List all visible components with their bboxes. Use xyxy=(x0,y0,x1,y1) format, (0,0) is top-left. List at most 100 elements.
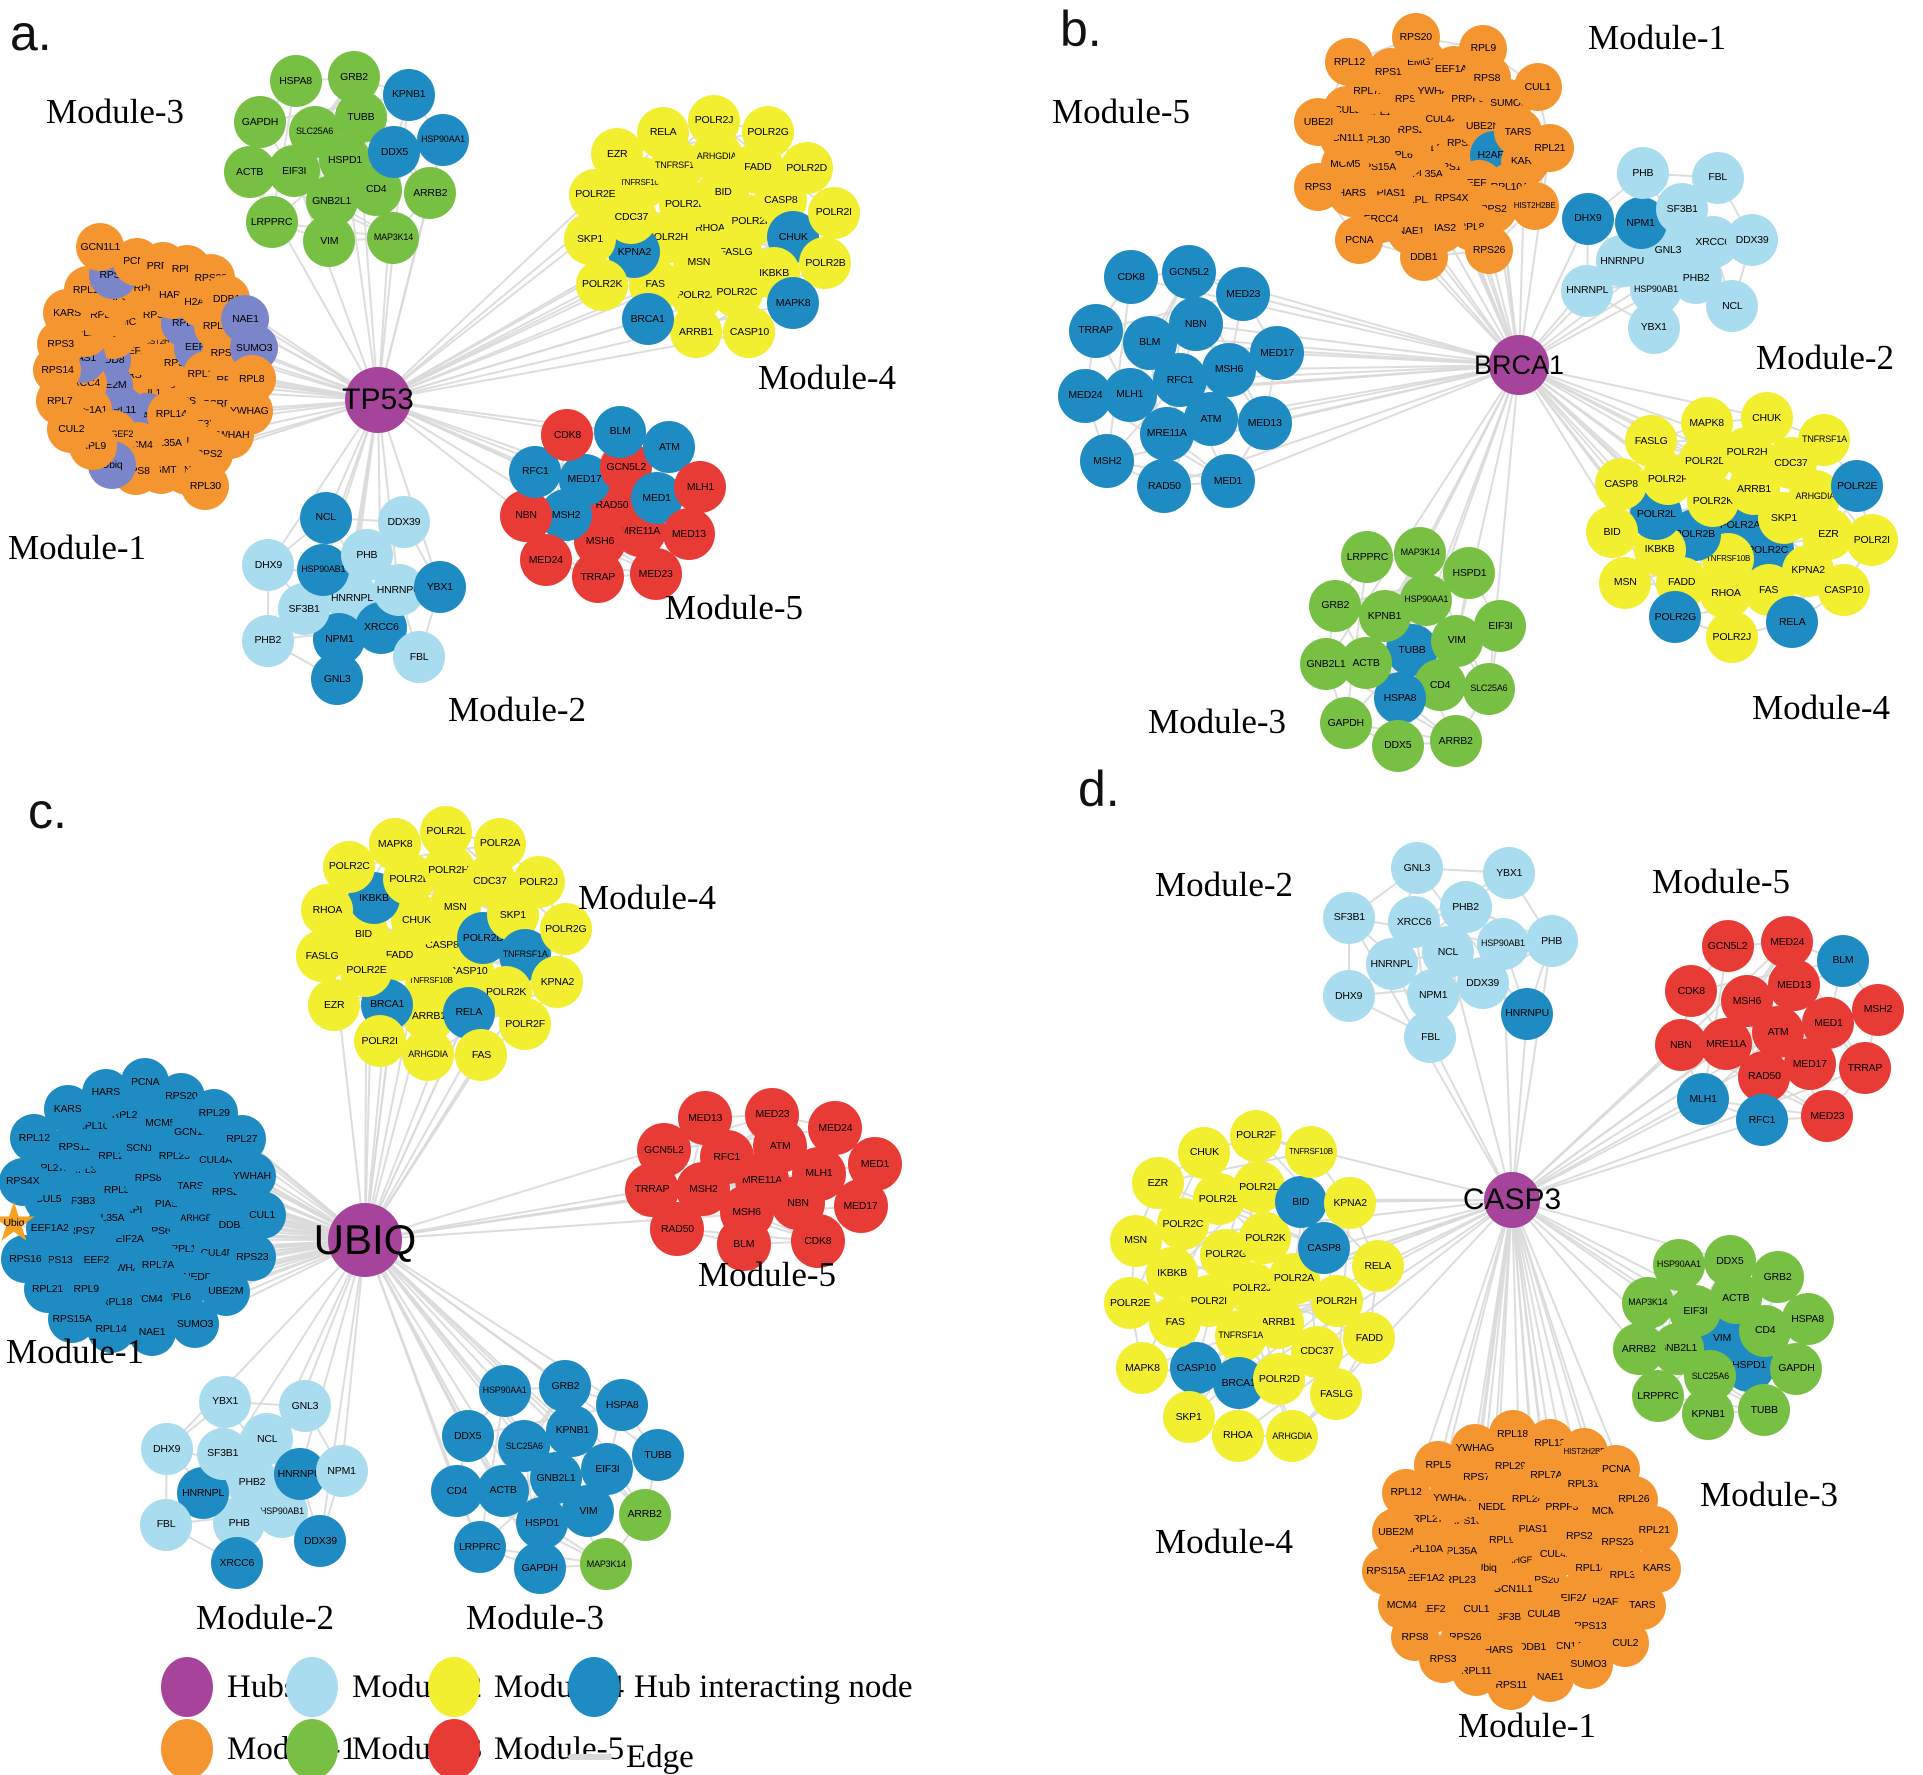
node-grb2[interactable]: GRB2 xyxy=(539,1360,592,1413)
node-dhx9[interactable]: DHX9 xyxy=(242,539,295,592)
node-blm[interactable]: BLM xyxy=(1816,934,1869,987)
node-phb2[interactable]: PHB2 xyxy=(1439,881,1492,934)
node-fadd[interactable]: FADD xyxy=(1343,1311,1396,1364)
node-lrpprc[interactable]: LRPPRC xyxy=(1631,1369,1684,1422)
node-ddb1[interactable]: DDB1 xyxy=(1399,232,1448,281)
node-hspd1[interactable]: HSPD1 xyxy=(516,1497,569,1550)
node-polr2d[interactable]: POLR2D xyxy=(1253,1353,1306,1406)
node-polr2g[interactable]: POLR2G xyxy=(1649,591,1702,644)
node-cdk8[interactable]: CDK8 xyxy=(1104,250,1159,305)
node-polr2g[interactable]: POLR2G xyxy=(742,105,795,158)
node-msn[interactable]: MSN xyxy=(1599,556,1652,609)
node-gnb2l1[interactable]: GNB2L1 xyxy=(1300,638,1352,691)
node-trrap[interactable]: TRRAP xyxy=(1838,1041,1891,1094)
node-mapk8[interactable]: MAPK8 xyxy=(1116,1342,1169,1395)
hub-node-brca1[interactable]: BRCA1 xyxy=(1474,335,1564,395)
node-rad50[interactable]: RAD50 xyxy=(1137,459,1192,514)
node-blm[interactable]: BLM xyxy=(594,405,647,458)
node-mapk8[interactable]: MAPK8 xyxy=(369,818,422,871)
node-phb[interactable]: PHB xyxy=(1525,914,1578,967)
node-lrpprc[interactable]: LRPPRC xyxy=(453,1520,506,1573)
node-med13[interactable]: MED13 xyxy=(678,1090,733,1145)
node-ikbkb[interactable]: IKBKB xyxy=(1146,1247,1199,1300)
node-hnrnpu[interactable]: HNRNPU xyxy=(273,1448,326,1501)
node-grb2[interactable]: GRB2 xyxy=(1751,1250,1804,1303)
node-casp8[interactable]: CASP8 xyxy=(1595,458,1648,511)
node-med24[interactable]: MED24 xyxy=(1058,368,1113,423)
node-lrpprc[interactable]: LRPPRC xyxy=(1341,531,1394,584)
node-hsp90aa1[interactable]: HSP90AA1 xyxy=(417,113,470,166)
node-polr2a[interactable]: POLR2A xyxy=(474,817,527,870)
node-arrb2[interactable]: ARRB2 xyxy=(404,166,457,219)
node-arrb2[interactable]: ARRB2 xyxy=(1612,1323,1665,1376)
node-polr2e[interactable]: POLR2E xyxy=(1831,460,1884,513)
node-pcna[interactable]: PCNA xyxy=(1335,215,1384,264)
node-med17[interactable]: MED17 xyxy=(558,453,611,506)
node-fas[interactable]: FAS xyxy=(1149,1296,1202,1349)
node-tubb[interactable]: TUBB xyxy=(631,1429,684,1482)
node-med13[interactable]: MED13 xyxy=(662,508,715,561)
node-mlh1[interactable]: MLH1 xyxy=(674,460,727,513)
node-gapdh[interactable]: GAPDH xyxy=(1319,697,1372,749)
node-rela[interactable]: RELA xyxy=(1766,595,1819,648)
node-xrcc6[interactable]: XRCC6 xyxy=(1388,896,1441,949)
node-hsp90ab1[interactable]: HSP90AB1 xyxy=(297,543,350,596)
node-hspa8[interactable]: HSPA8 xyxy=(1781,1292,1834,1345)
node-faslg[interactable]: FASLG xyxy=(1310,1368,1363,1421)
node-ybx1[interactable]: YBX1 xyxy=(413,561,466,614)
node-polr2i[interactable]: POLR2I xyxy=(1845,513,1898,566)
node-cd4[interactable]: CD4 xyxy=(430,1465,483,1518)
node-kpnb1[interactable]: KPNB1 xyxy=(1682,1387,1735,1440)
node-rps16[interactable]: RPS16 xyxy=(1,1235,50,1284)
hub-node-ubiq[interactable]: UBIQ xyxy=(314,1203,416,1277)
node-rps15a[interactable]: RPS15A xyxy=(1361,1547,1410,1596)
node-chuk[interactable]: CHUK xyxy=(1178,1126,1231,1179)
node-hsp90aa1[interactable]: HSP90AA1 xyxy=(478,1364,531,1417)
node-mre11a[interactable]: MRE11A xyxy=(1700,1018,1753,1071)
node-hsp90aa1[interactable]: HSP90AA1 xyxy=(1400,573,1453,626)
node-gnl3[interactable]: GNL3 xyxy=(279,1380,331,1433)
node-msh2[interactable]: MSH2 xyxy=(1080,433,1135,488)
node-bid[interactable]: BID xyxy=(1274,1176,1327,1229)
node-dhx9[interactable]: DHX9 xyxy=(1322,970,1375,1023)
node-polr2l[interactable]: POLR2L xyxy=(419,805,472,858)
node-rela[interactable]: RELA xyxy=(637,106,690,159)
node-fbl[interactable]: FBL xyxy=(1691,151,1744,204)
node-msh2[interactable]: MSH2 xyxy=(1851,983,1904,1036)
node-casp10[interactable]: CASP10 xyxy=(723,306,776,359)
node-kpna2[interactable]: KPNA2 xyxy=(1324,1177,1377,1230)
node-xrcc6[interactable]: XRCC6 xyxy=(210,1537,263,1590)
node-dhx9[interactable]: DHX9 xyxy=(140,1423,193,1476)
node-gcn5l2[interactable]: GCN5L2 xyxy=(1161,244,1216,299)
node-fbl[interactable]: FBL xyxy=(140,1498,193,1551)
node-mapk8[interactable]: MAPK8 xyxy=(767,276,820,329)
node-actb[interactable]: ACTB xyxy=(477,1464,530,1517)
node-dhx9[interactable]: DHX9 xyxy=(1561,192,1614,245)
node-slc25a6[interactable]: SLC25A6 xyxy=(1462,662,1515,715)
node-faslg[interactable]: FASLG xyxy=(296,930,348,983)
node-skp1[interactable]: SKP1 xyxy=(1162,1390,1215,1443)
node-polr2g[interactable]: POLR2G xyxy=(539,902,592,955)
node-med17[interactable]: MED17 xyxy=(1783,1038,1836,1091)
node-rps4x[interactable]: RPS4X xyxy=(0,1157,47,1206)
node-rad50[interactable]: RAD50 xyxy=(650,1201,705,1256)
node-msh6[interactable]: MSH6 xyxy=(1202,342,1256,397)
node-ybx1[interactable]: YBX1 xyxy=(1627,301,1680,354)
node-ddx39[interactable]: DDX39 xyxy=(294,1515,347,1568)
node-ddx5[interactable]: DDX5 xyxy=(1371,719,1424,772)
node-rhoa[interactable]: RHOA xyxy=(301,883,354,936)
node-polr2d[interactable]: POLR2D xyxy=(780,142,833,195)
node-arrb1[interactable]: ARRB1 xyxy=(670,306,723,359)
node-hspd1[interactable]: HSPD1 xyxy=(1443,546,1496,599)
node-polr2i[interactable]: POLR2I xyxy=(353,1014,406,1067)
node-sf3b1[interactable]: SF3B1 xyxy=(196,1427,249,1480)
node-rfc1[interactable]: RFC1 xyxy=(1735,1094,1788,1147)
node-med13[interactable]: MED13 xyxy=(1237,396,1292,451)
node-chuk[interactable]: CHUK xyxy=(1740,391,1793,444)
node-nae1[interactable]: NAE1 xyxy=(1526,1653,1575,1702)
node-sf3b1[interactable]: SF3B1 xyxy=(1323,891,1376,944)
node-gapdh[interactable]: GAPDH xyxy=(1770,1342,1823,1395)
node-arrb2[interactable]: ARRB2 xyxy=(1429,715,1482,768)
node-map3k14[interactable]: MAP3K14 xyxy=(367,211,420,264)
node-tubb[interactable]: TUBB xyxy=(1738,1384,1791,1437)
